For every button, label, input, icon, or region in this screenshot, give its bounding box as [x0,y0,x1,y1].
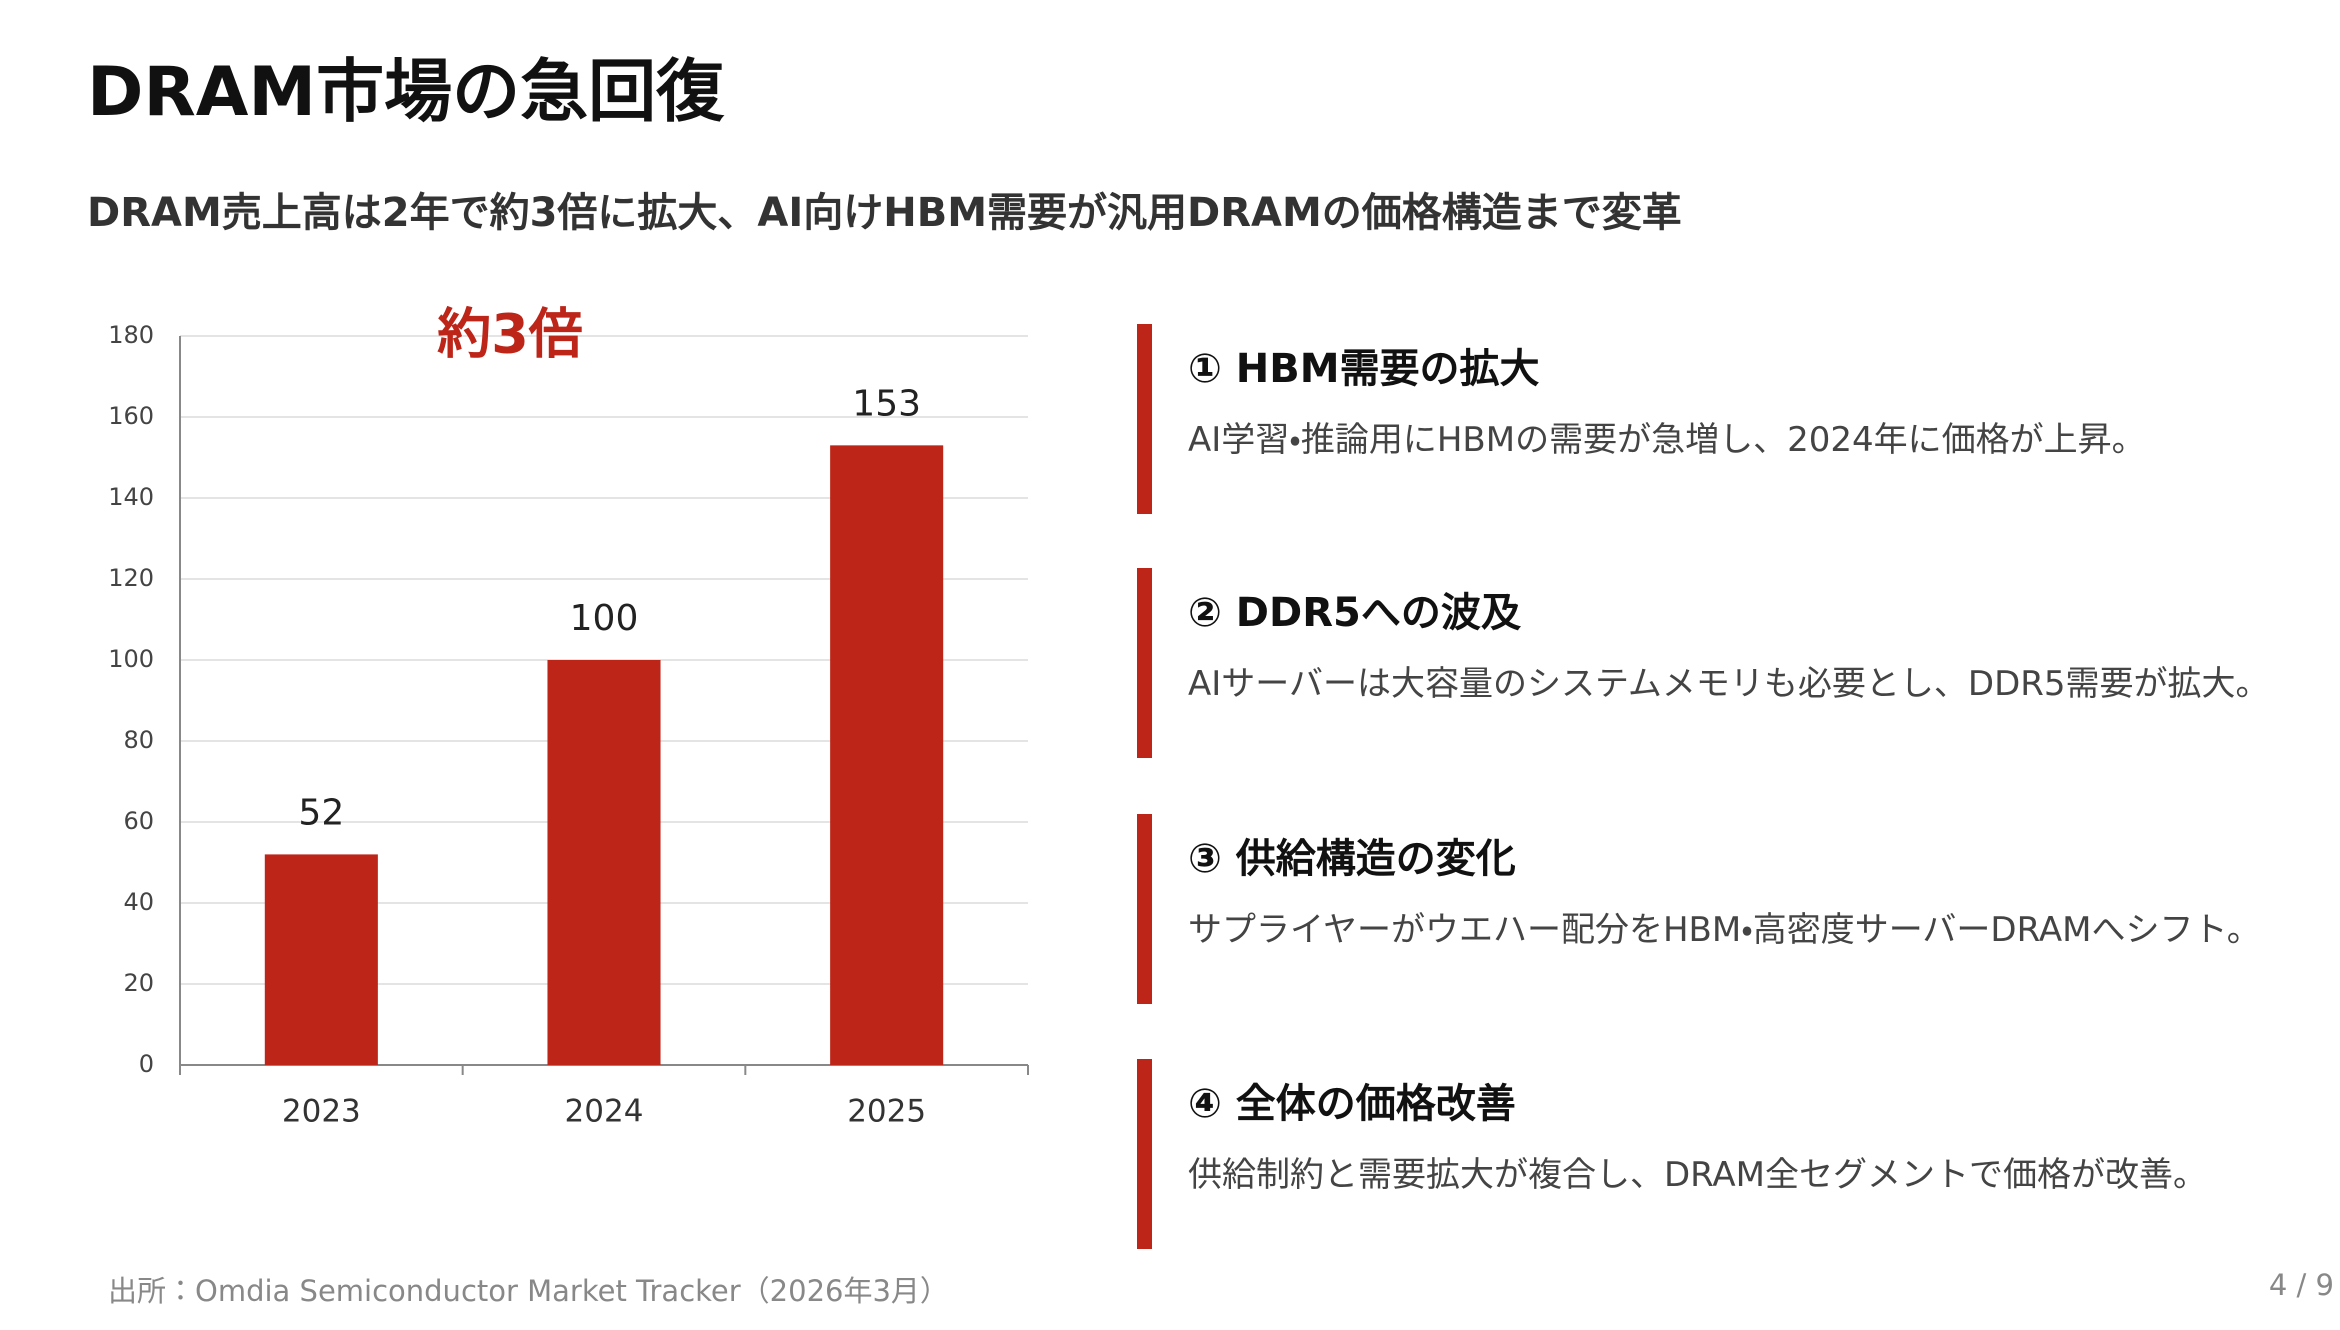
point-body: 供給制約と需要拡大が複合し、DRAM全セグメントで価格が改善。 [1188,1155,2208,1195]
point-card: ③ 供給構造の変化サプライヤーがウエハー配分をHBM・高密度サーバーDRAMへシ… [1137,814,2287,1004]
data-label: 153 [852,383,921,424]
point-body: サプライヤーがウエハー配分をHBM・高密度サーバーDRAMへシフト。 [1188,910,2261,950]
point-body: AI学習・推論用にHBMの需要が急増し、2024年に価格が上昇。 [1188,420,2146,460]
point-card: ② DDR5への波及 AIサーバーは大容量のシステムメモリも必要とし、DDR5需要… [1137,568,2287,758]
point-card: ① HBM需要の拡大 AI学習・推論用にHBMの需要が急増し、2024年に価格が上… [1137,324,2287,514]
bar [547,660,661,1065]
title: DRAM市場の急回復 [87,53,725,132]
bar [830,445,944,1066]
point-card: ④ 全体の価格改善供給制約と需要拡大が複合し、DRAM全セグメントで価格が改善。 [1137,1059,2287,1249]
bar [264,854,378,1065]
chart: 0 20 40 60 80 100 120 140 160 180 2023 52 2024 100 202… [108,303,1029,1130]
annotation: 約3倍 [437,303,583,366]
page-number: 4 / 9 [2268,1268,2334,1302]
y-tick-label: 180 [108,321,154,349]
x-tick-label: 2023 [282,1094,361,1130]
y-tick-label: 0 [139,1050,154,1078]
y-tick-label: 80 [123,726,154,754]
y-tick-label: 60 [123,807,154,835]
source-note: 出所：Omdia Semiconductor Market Tracker（20… [108,1274,949,1308]
point-heading: ③ 供給構造の変化 [1188,836,1516,882]
point-heading: ① HBM需要の拡大 [1188,346,1540,392]
point-body: AIサーバーは大容量のシステムメモリも必要とし、DDR5需要が拡大。 [1188,664,2270,704]
x-tick-label: 2025 [847,1094,926,1130]
x-tick-label: 2024 [565,1094,644,1130]
y-tick-label: 160 [108,402,154,430]
y-tick-label: 20 [123,969,154,997]
subtitle: DRAM売上高は2年で約3倍に拡大、AI向けHBM需要が汎用DRAMの価格構造ま… [87,190,1682,236]
y-tick-label: 40 [123,888,154,916]
data-label: 100 [570,598,639,639]
data-label: 52 [298,792,344,833]
point-heading: ④ 全体の価格改善 [1188,1081,1516,1127]
y-tick-label: 120 [108,564,154,592]
point-heading: ② DDR5への波及 [1188,590,1521,636]
y-tick-label: 140 [108,483,154,511]
y-tick-label: 100 [108,645,154,673]
